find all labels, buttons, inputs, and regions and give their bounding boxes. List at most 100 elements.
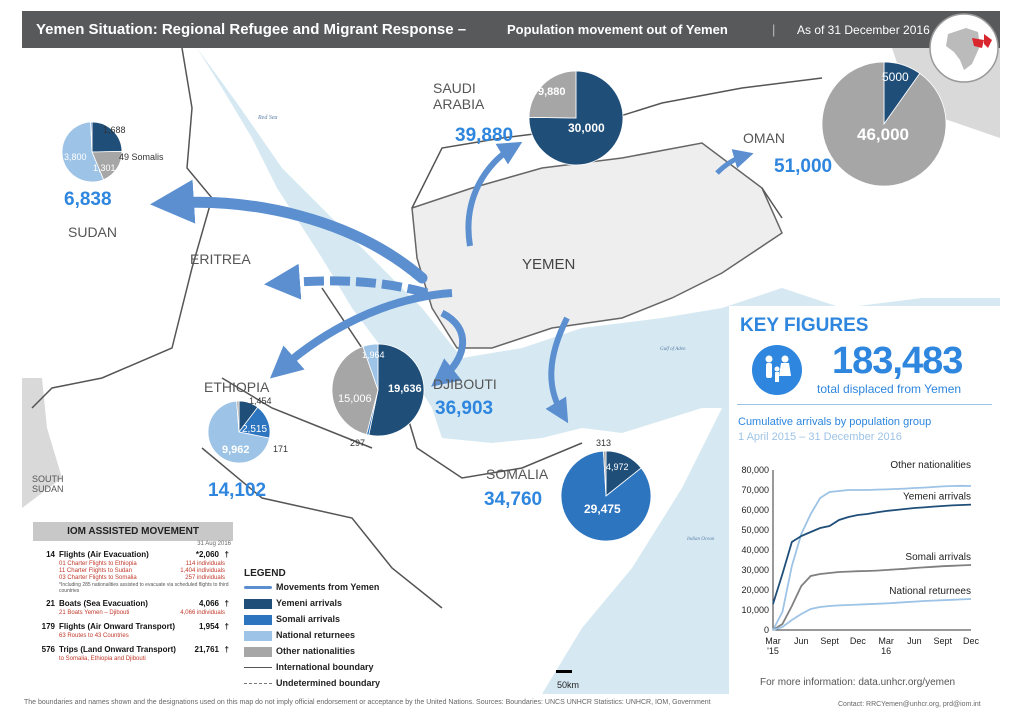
- pie-oman-slice: [821, 61, 947, 187]
- legend-swatch: [244, 667, 272, 669]
- gulf-of-aden-label: Gulf of Aden: [660, 347, 686, 352]
- iom-row-label: Trips (Land Onward Transport): [59, 645, 176, 654]
- movement-arrow-saudi: [465, 141, 523, 247]
- somalia-somali-value: 29,475: [584, 502, 621, 516]
- y-tick-label: 30,000: [741, 565, 769, 575]
- movement-arrow-eritrea: [264, 263, 429, 300]
- sudan-somali-value: 49 Somalis: [119, 152, 164, 162]
- sudan-national-value: 3,800: [64, 152, 87, 162]
- iom-row-count: 21: [46, 599, 55, 608]
- eritrea-label: ERITREA: [190, 251, 251, 267]
- legend-item: Undetermined boundary: [244, 678, 380, 688]
- key-figures-panel: KEY FIGURES 183,483 total displaced from…: [729, 306, 1000, 696]
- iom-row: 14 Flights (Air Evacuation) *2,060 † 01 Char…: [37, 550, 229, 594]
- chart-range: 1 April 2015 – 31 December 2016: [738, 431, 902, 443]
- series-line: [772, 564, 972, 631]
- x-tick-label: Dec: [850, 636, 867, 646]
- pie-ethiopia-slice: [236, 400, 240, 433]
- y-tick-label: 0: [764, 625, 769, 635]
- djibouti-national-value: 1,964: [362, 350, 385, 360]
- more-info-text: For more information: data.unhcr.org/yem…: [760, 677, 956, 688]
- oman-other-value: 46,000: [857, 125, 909, 144]
- series-label: Somali arrivals: [905, 552, 971, 563]
- family-icon: [752, 345, 802, 395]
- pie-saudi-arabia: [528, 70, 624, 166]
- globe-highlight-shape: [972, 38, 984, 48]
- oman-label: OMAN: [743, 130, 785, 146]
- legend-label: Yemeni arrivals: [276, 598, 343, 608]
- legend-label: Other nationalities: [276, 646, 356, 656]
- pie-djibouti-slice: [362, 343, 379, 391]
- international-boundary: [761, 187, 783, 219]
- international-boundary: [221, 377, 373, 449]
- pie-sudan: [61, 121, 123, 183]
- djibouti-yemeni-value: 19,636: [388, 383, 422, 395]
- somalia-label: SOMALIA: [486, 466, 549, 482]
- legend-swatch: [244, 683, 272, 685]
- ethiopia-somali-value: 2,515: [242, 424, 268, 435]
- iom-row-count: 14: [46, 550, 55, 559]
- person-icon: †: [224, 599, 229, 608]
- series-line: [772, 503, 972, 605]
- map-date: As of 31 December 2016: [797, 23, 930, 37]
- iom-row-detail: 01 Charter Flights to Ethiopia 114 indivi…: [59, 561, 225, 567]
- iom-row-total: 21,761: [194, 645, 219, 654]
- legend-label: Movements from Yemen: [276, 582, 380, 592]
- movement-arrow-ethiopia: [269, 289, 453, 379]
- legend-item: National returnees: [244, 630, 355, 641]
- legend-label: Undetermined boundary: [276, 678, 381, 688]
- map-subtitle: Population movement out of Yemen: [507, 22, 728, 37]
- cumulative-arrivals-chart: 0 10,000 20,000 30,000 40,000 50,000 60,000 70,…: [741, 460, 979, 656]
- pie-somalia: [560, 450, 652, 542]
- ethiopia-other-value: 171: [273, 444, 289, 454]
- x-tick-label: Sept: [820, 636, 839, 646]
- legend-swatch: [244, 598, 272, 609]
- sudan-yemeni-value: 1,688: [103, 125, 126, 135]
- iom-row: 21 Boats (Sea Evacuation) 4,066 † 21 Boats Y…: [37, 599, 229, 617]
- y-tick-label: 70,000: [741, 485, 769, 495]
- iom-date: 31 Aug 2016: [197, 541, 231, 547]
- saudi-yemeni-value: 30,000: [568, 121, 605, 135]
- sudan-other-value: 1,301: [93, 163, 116, 173]
- y-tick-label: 60,000: [741, 505, 769, 515]
- series-label: Other nationalities: [890, 460, 971, 471]
- oman-total: 51,000: [774, 156, 833, 177]
- legend-swatch: [244, 630, 272, 641]
- iom-row-count: 179: [41, 622, 55, 631]
- scale-label: 50km: [557, 680, 579, 690]
- ethiopia-total: 14,102: [208, 480, 267, 501]
- series-line: [772, 484, 972, 631]
- globe-inset: [929, 13, 999, 83]
- red-sea-label: Red Sea: [257, 115, 278, 121]
- x-tick-label: Mar 16: [878, 636, 894, 656]
- person-icon: †: [224, 645, 229, 654]
- y-tick-label: 50,000: [741, 525, 769, 535]
- oman-yemeni-value: 5000: [882, 70, 909, 84]
- pie-djibouti-slice: [331, 346, 379, 436]
- pie-somalia-slice: [560, 450, 652, 542]
- key-figures-title: KEY FIGURES: [740, 315, 869, 336]
- sudan-total: 6,838: [64, 189, 112, 210]
- contact-text: Contact: RRCYemen@unhcr.org, prd@iom.int: [838, 701, 981, 708]
- iom-row-detail: 03 Charter Flights to Somalia 257 individ…: [59, 575, 225, 581]
- y-tick-label: 20,000: [741, 585, 769, 595]
- movement-arrow-djibouti: [431, 309, 467, 387]
- pie-oman: [821, 61, 947, 187]
- pie-ethiopia-slice: [207, 400, 270, 464]
- djibouti-somali-value: 297: [350, 438, 366, 448]
- legend-swatch: [244, 614, 272, 625]
- pie-somalia-slice: [603, 450, 607, 497]
- iom-row-detail: to Somalia, Ethiopia and Djibouti: [59, 656, 146, 662]
- x-tick-label: Sept: [933, 636, 952, 646]
- y-tick-label: 10,000: [741, 605, 769, 615]
- globe-highlight-shape: [984, 34, 992, 48]
- title-bar: Yemen Situation: Regional Refugee and Mi…: [22, 11, 1000, 48]
- pie-djibouti: [331, 343, 425, 437]
- iom-row-label: Boats (Sea Evacuation): [59, 599, 148, 608]
- iom-title: IOM ASSISTED MOVEMENT: [33, 522, 233, 541]
- iom-row-detail: 21 Boats Yemen – Djibouti 4,066 individua…: [59, 610, 225, 616]
- indian-ocean-label: Indian Ocean: [686, 537, 715, 542]
- pie-sudan-slice: [91, 121, 123, 153]
- iom-row-count: 576: [41, 645, 55, 654]
- land-south-sudan: [22, 378, 62, 508]
